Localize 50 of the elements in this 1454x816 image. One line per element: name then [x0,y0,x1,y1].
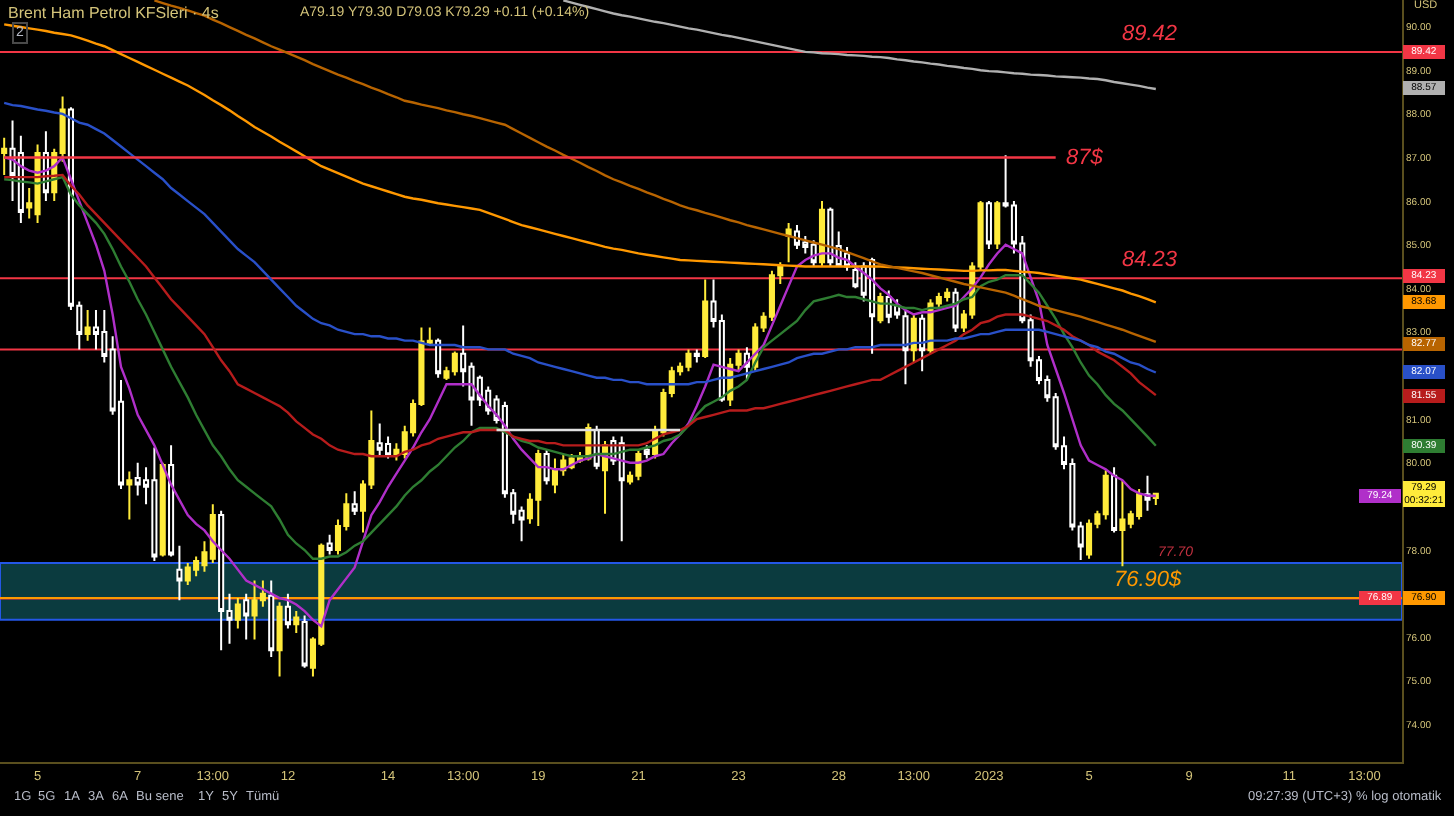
candlestick [994,200,1001,251]
candlestick [326,533,333,556]
candlestick [251,579,258,641]
candlestick [985,200,992,251]
candlestick [1086,518,1093,560]
candlestick [159,463,166,558]
candlestick [276,601,283,678]
candlestick [184,562,191,586]
candlestick [176,544,183,602]
candlestick [535,448,542,528]
candlestick [643,444,650,460]
ref-line-label: 76.90$ [1114,568,1184,592]
candlestick [543,448,550,486]
candlestick [1119,479,1126,568]
candlestick [1,136,8,176]
candlestick [209,503,216,565]
candlestick [1102,469,1109,521]
candlestick [685,348,692,373]
candlestick [877,291,884,325]
ref-line-label: 84.23 [1122,248,1179,272]
candlestick [234,597,241,630]
candlestick [1136,487,1143,521]
ref-line-label: 89.42 [1122,22,1178,46]
candlestick [702,278,709,360]
candlestick [1111,466,1118,534]
candlestick [451,350,458,377]
candlestick [785,221,792,264]
candlestick [134,461,141,497]
candlestick [151,446,158,562]
candlestick [126,470,133,521]
candlestick [243,592,250,641]
candlestick [268,579,275,658]
candlestick [84,309,91,342]
series-label: 87$ [1066,146,1105,170]
candlestick [919,313,926,373]
candlestick [435,337,442,379]
candlestick [902,309,909,386]
candlestick [551,457,558,495]
candlestick [351,490,358,517]
candlestick [218,509,225,652]
candlestick [910,313,917,364]
candlestick [168,444,175,558]
candlestick [376,422,383,458]
candlestick [293,610,300,634]
chart-title: Brent Ham Petrol KFSleri · 4s [8,3,219,22]
candlestick [301,614,308,669]
candlestick [284,592,291,630]
candlestick [635,448,642,482]
candlestick [693,348,700,364]
candlestick [944,287,951,303]
